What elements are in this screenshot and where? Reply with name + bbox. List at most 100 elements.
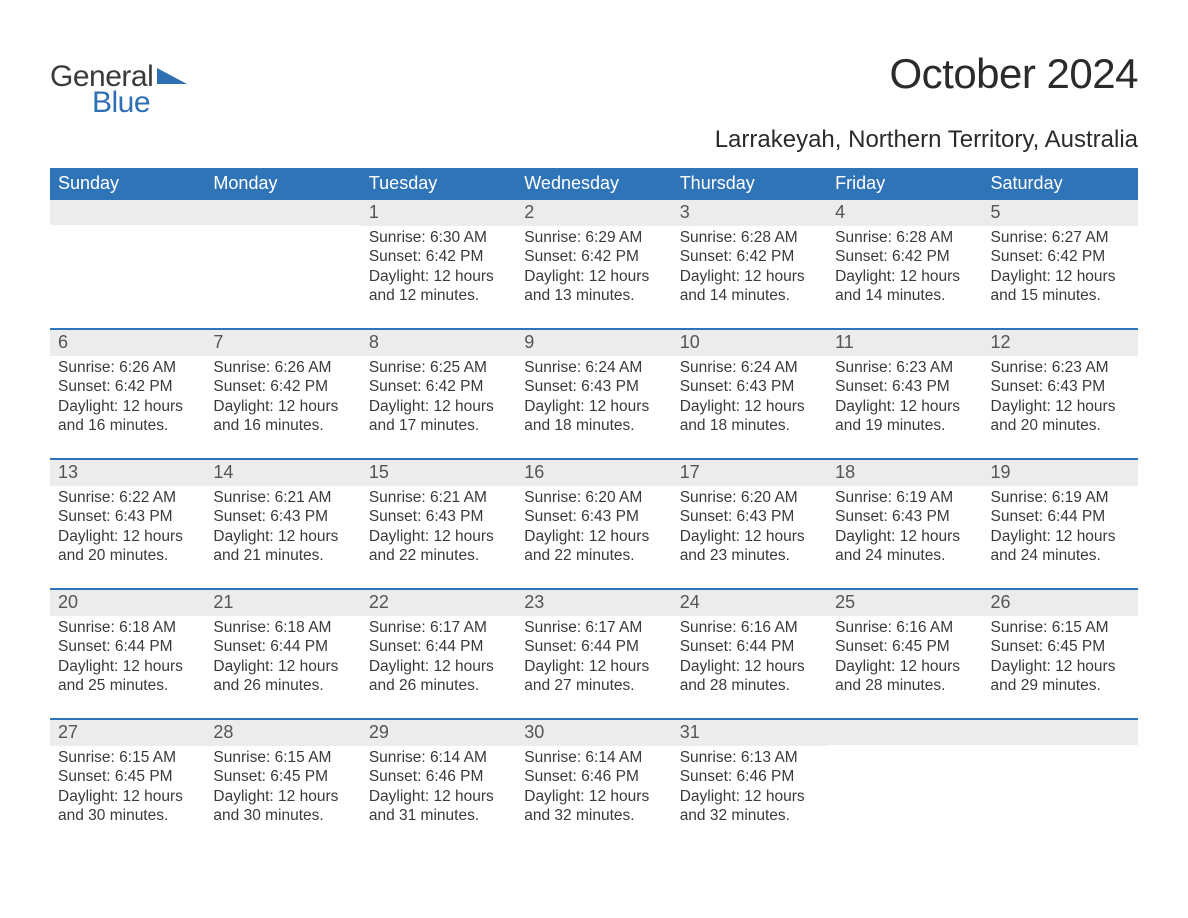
- sunrise-text: Sunrise: 6:27 AM: [991, 228, 1130, 247]
- sunrise-text: Sunrise: 6:14 AM: [369, 748, 508, 767]
- day-body: Sunrise: 6:18 AMSunset: 6:44 PMDaylight:…: [50, 616, 205, 704]
- weekday-header: Wednesday: [516, 168, 671, 200]
- sunrise-text: Sunrise: 6:26 AM: [58, 358, 197, 377]
- day-number: [205, 200, 360, 225]
- day-number: 12: [983, 330, 1138, 356]
- day-cell: 2Sunrise: 6:29 AMSunset: 6:42 PMDaylight…: [516, 200, 671, 328]
- sunset-text: Sunset: 6:43 PM: [680, 377, 819, 396]
- sunrise-text: Sunrise: 6:17 AM: [524, 618, 663, 637]
- day-cell: 17Sunrise: 6:20 AMSunset: 6:43 PMDayligh…: [672, 460, 827, 588]
- day-number: 19: [983, 460, 1138, 486]
- day-body: Sunrise: 6:24 AMSunset: 6:43 PMDaylight:…: [516, 356, 671, 444]
- daylight-text: Daylight: 12 hours and 30 minutes.: [58, 787, 197, 826]
- day-body: Sunrise: 6:29 AMSunset: 6:42 PMDaylight:…: [516, 226, 671, 314]
- daylight-text: Daylight: 12 hours and 28 minutes.: [680, 657, 819, 696]
- weekday-header-row: Sunday Monday Tuesday Wednesday Thursday…: [50, 168, 1138, 200]
- daylight-text: Daylight: 12 hours and 12 minutes.: [369, 267, 508, 306]
- sunset-text: Sunset: 6:44 PM: [58, 637, 197, 656]
- day-body: [205, 225, 360, 235]
- daylight-text: Daylight: 12 hours and 16 minutes.: [58, 397, 197, 436]
- sunrise-text: Sunrise: 6:23 AM: [991, 358, 1130, 377]
- daylight-text: Daylight: 12 hours and 14 minutes.: [835, 267, 974, 306]
- sunrise-text: Sunrise: 6:26 AM: [213, 358, 352, 377]
- daylight-text: Daylight: 12 hours and 20 minutes.: [58, 527, 197, 566]
- day-body: [50, 225, 205, 235]
- day-cell: [50, 200, 205, 328]
- sunset-text: Sunset: 6:43 PM: [213, 507, 352, 526]
- brand-logo: General Blue: [50, 50, 187, 120]
- day-cell: 6Sunrise: 6:26 AMSunset: 6:42 PMDaylight…: [50, 330, 205, 458]
- day-number: 16: [516, 460, 671, 486]
- day-number: 2: [516, 200, 671, 226]
- day-body: Sunrise: 6:20 AMSunset: 6:43 PMDaylight:…: [672, 486, 827, 574]
- daylight-text: Daylight: 12 hours and 26 minutes.: [213, 657, 352, 696]
- day-number: 30: [516, 720, 671, 746]
- sunset-text: Sunset: 6:42 PM: [680, 247, 819, 266]
- sunset-text: Sunset: 6:42 PM: [213, 377, 352, 396]
- day-cell: 23Sunrise: 6:17 AMSunset: 6:44 PMDayligh…: [516, 590, 671, 718]
- day-number: 4: [827, 200, 982, 226]
- daylight-text: Daylight: 12 hours and 16 minutes.: [213, 397, 352, 436]
- day-cell: 13Sunrise: 6:22 AMSunset: 6:43 PMDayligh…: [50, 460, 205, 588]
- week-row: 6Sunrise: 6:26 AMSunset: 6:42 PMDaylight…: [50, 328, 1138, 458]
- daylight-text: Daylight: 12 hours and 13 minutes.: [524, 267, 663, 306]
- sunrise-text: Sunrise: 6:28 AM: [835, 228, 974, 247]
- day-number: 10: [672, 330, 827, 356]
- sunset-text: Sunset: 6:45 PM: [835, 637, 974, 656]
- sunset-text: Sunset: 6:43 PM: [835, 507, 974, 526]
- day-cell: 14Sunrise: 6:21 AMSunset: 6:43 PMDayligh…: [205, 460, 360, 588]
- daylight-text: Daylight: 12 hours and 24 minutes.: [991, 527, 1130, 566]
- day-cell: 28Sunrise: 6:15 AMSunset: 6:45 PMDayligh…: [205, 720, 360, 848]
- day-body: Sunrise: 6:13 AMSunset: 6:46 PMDaylight:…: [672, 746, 827, 834]
- daylight-text: Daylight: 12 hours and 27 minutes.: [524, 657, 663, 696]
- sunset-text: Sunset: 6:45 PM: [991, 637, 1130, 656]
- day-body: Sunrise: 6:16 AMSunset: 6:45 PMDaylight:…: [827, 616, 982, 704]
- week-row: 27Sunrise: 6:15 AMSunset: 6:45 PMDayligh…: [50, 718, 1138, 848]
- sunset-text: Sunset: 6:42 PM: [369, 377, 508, 396]
- calendar-page: General Blue October 2024 Larrakeyah, No…: [0, 0, 1188, 848]
- day-number: 13: [50, 460, 205, 486]
- day-number: 9: [516, 330, 671, 356]
- day-cell: 3Sunrise: 6:28 AMSunset: 6:42 PMDaylight…: [672, 200, 827, 328]
- daylight-text: Daylight: 12 hours and 19 minutes.: [835, 397, 974, 436]
- day-number: 14: [205, 460, 360, 486]
- day-number: 18: [827, 460, 982, 486]
- day-body: Sunrise: 6:23 AMSunset: 6:43 PMDaylight:…: [827, 356, 982, 444]
- day-number: 5: [983, 200, 1138, 226]
- page-title: October 2024: [889, 50, 1138, 98]
- weekday-header: Sunday: [50, 168, 205, 200]
- day-number: 20: [50, 590, 205, 616]
- sunrise-text: Sunrise: 6:28 AM: [680, 228, 819, 247]
- day-number: 21: [205, 590, 360, 616]
- weekday-header: Thursday: [672, 168, 827, 200]
- sunset-text: Sunset: 6:42 PM: [58, 377, 197, 396]
- sunrise-text: Sunrise: 6:24 AM: [680, 358, 819, 377]
- day-body: Sunrise: 6:21 AMSunset: 6:43 PMDaylight:…: [361, 486, 516, 574]
- day-cell: 30Sunrise: 6:14 AMSunset: 6:46 PMDayligh…: [516, 720, 671, 848]
- sunset-text: Sunset: 6:44 PM: [524, 637, 663, 656]
- weekday-header: Tuesday: [361, 168, 516, 200]
- sunset-text: Sunset: 6:43 PM: [680, 507, 819, 526]
- day-body: [983, 745, 1138, 755]
- day-body: Sunrise: 6:20 AMSunset: 6:43 PMDaylight:…: [516, 486, 671, 574]
- sunset-text: Sunset: 6:43 PM: [524, 507, 663, 526]
- sunrise-text: Sunrise: 6:13 AM: [680, 748, 819, 767]
- week-row: 13Sunrise: 6:22 AMSunset: 6:43 PMDayligh…: [50, 458, 1138, 588]
- day-cell: 10Sunrise: 6:24 AMSunset: 6:43 PMDayligh…: [672, 330, 827, 458]
- daylight-text: Daylight: 12 hours and 14 minutes.: [680, 267, 819, 306]
- day-body: [827, 745, 982, 755]
- day-number: [50, 200, 205, 225]
- day-body: Sunrise: 6:28 AMSunset: 6:42 PMDaylight:…: [672, 226, 827, 314]
- sunrise-text: Sunrise: 6:20 AM: [680, 488, 819, 507]
- day-body: Sunrise: 6:25 AMSunset: 6:42 PMDaylight:…: [361, 356, 516, 444]
- calendar-grid: Sunday Monday Tuesday Wednesday Thursday…: [50, 168, 1138, 848]
- daylight-text: Daylight: 12 hours and 24 minutes.: [835, 527, 974, 566]
- day-cell: 25Sunrise: 6:16 AMSunset: 6:45 PMDayligh…: [827, 590, 982, 718]
- day-body: Sunrise: 6:18 AMSunset: 6:44 PMDaylight:…: [205, 616, 360, 704]
- sunset-text: Sunset: 6:46 PM: [369, 767, 508, 786]
- day-body: Sunrise: 6:14 AMSunset: 6:46 PMDaylight:…: [361, 746, 516, 834]
- day-body: Sunrise: 6:23 AMSunset: 6:43 PMDaylight:…: [983, 356, 1138, 444]
- daylight-text: Daylight: 12 hours and 22 minutes.: [369, 527, 508, 566]
- daylight-text: Daylight: 12 hours and 20 minutes.: [991, 397, 1130, 436]
- weekday-header: Friday: [827, 168, 982, 200]
